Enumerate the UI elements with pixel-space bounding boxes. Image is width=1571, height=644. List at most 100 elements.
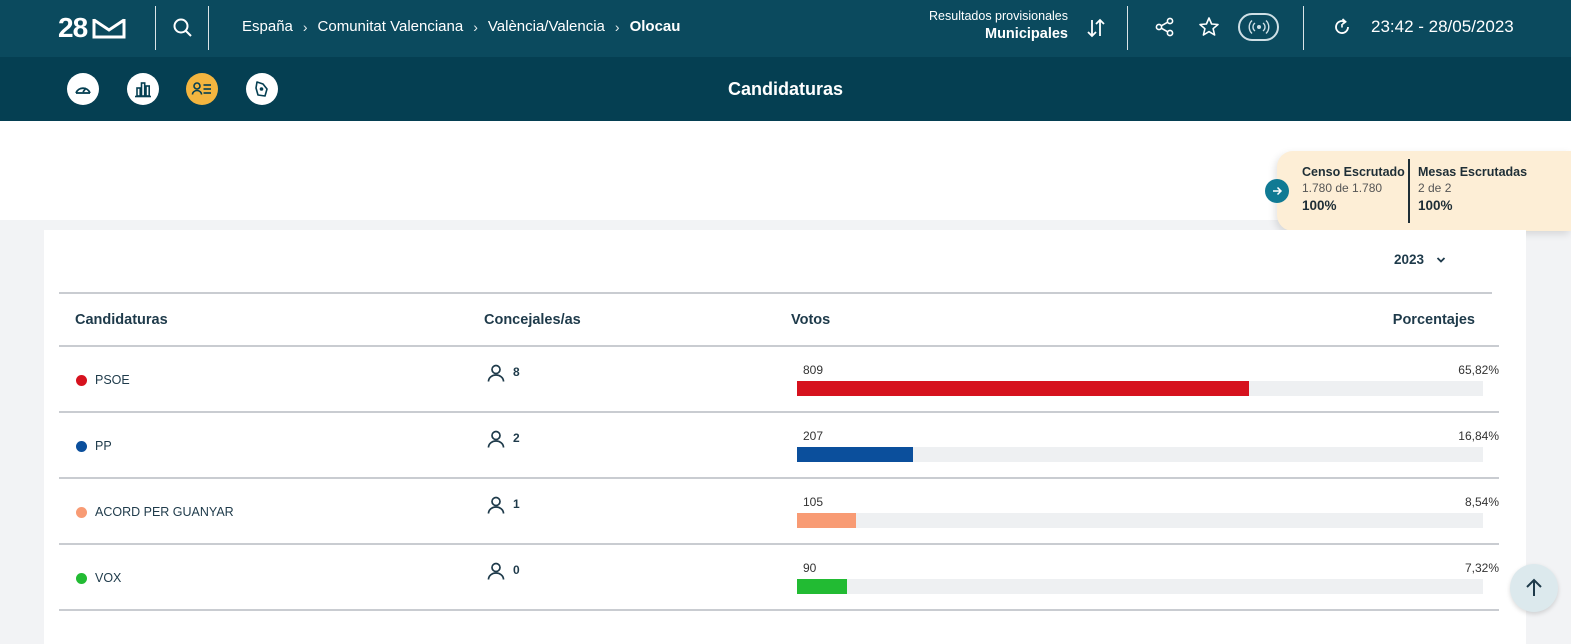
votes-count: 105 [803,495,824,509]
vote-bar-track [797,579,1483,594]
column-header-votes: Votos [791,312,831,328]
party-color-dot [76,573,87,584]
candidates-card: 2023 Candidaturas Concejales/as Votos Po… [44,230,1526,644]
scroll-to-top-button[interactable] [1510,564,1558,612]
column-header-percent: Porcentajes [1392,312,1475,328]
nav-results-chart[interactable] [127,73,159,105]
collapse-summary-button[interactable] [1265,179,1289,203]
table-row: PP 2 207 16,84% [59,413,1499,479]
vote-percent: 8,54% [1464,495,1499,509]
candidates-icon [191,82,211,95]
nav-participation[interactable] [67,73,99,105]
vote-bar-fill [797,513,856,528]
party-color-dot [76,375,87,386]
vote-bar-fill [797,381,1249,396]
section-nav-bar: Candidaturas [0,57,1571,121]
vote-percent: 16,84% [1458,429,1499,443]
breadcrumb-item[interactable]: Comunitat Valenciana [317,18,464,35]
election-type[interactable]: Resultados provisionales Municipales [929,9,1068,42]
column-header-party: Candidaturas [75,312,168,328]
vote-bar-fill [797,579,848,594]
mesas-block: Mesas Escrutadas 2 de 2 100% [1418,165,1527,213]
share-icon[interactable] [1154,16,1176,38]
seats-count: 2 [513,431,520,445]
vote-bar-track [797,447,1483,462]
censo-detail: 1.780 de 1.780 [1302,181,1383,195]
header-rule [59,345,1499,347]
party-color-dot [76,507,87,518]
ballot-envelope-icon [92,18,126,39]
page-title: Candidaturas [727,79,844,99]
seats-count: 0 [513,563,520,577]
table-row: PSOE 8 809 65,82% [59,347,1499,413]
person-icon [487,562,505,580]
party-name: VOX [95,571,122,585]
logo-number: 28 [58,12,88,43]
table-top-rule [59,292,1492,294]
update-datetime: 23:42 - 28/05/2023 [1371,17,1514,36]
chevron-right-icon: › [473,18,478,35]
person-icon [487,430,505,448]
vote-bar-track [797,381,1483,396]
vote-percent: 65,82% [1458,363,1499,377]
person-icon [487,496,505,514]
censo-label: Censo Escrutado [1302,165,1405,179]
party-name: ACORD PER GUANYAR [95,505,234,519]
divider [155,6,156,50]
row-divider [59,609,1499,611]
top-bar: 28 España › Comunitat Valenciana › Valèn… [0,0,1571,57]
censo-block: Censo Escrutado 1.780 de 1.780 100% [1302,165,1405,213]
chevron-right-icon: › [614,18,620,35]
party-name: PSOE [95,373,130,387]
divider [1408,159,1410,223]
divider [1127,6,1128,50]
nav-candidates[interactable] [186,73,218,105]
star-icon[interactable] [1198,16,1220,38]
row-divider [59,477,1499,479]
live-toggle[interactable] [1238,13,1279,41]
gauge-icon [75,87,91,94]
arrow-up-icon [1526,578,1542,596]
breadcrumb-item[interactable]: España [242,18,293,35]
row-divider [59,543,1499,545]
mesas-label: Mesas Escrutadas [1418,165,1528,179]
votes-count: 207 [803,429,824,443]
arrow-right-icon [1273,186,1283,196]
votes-count: 90 [803,561,817,575]
person-icon [487,364,505,382]
column-header-seats: Concejales/as [484,312,581,328]
table-row: VOX 0 90 7,32% [59,545,1499,611]
swap-sort-icon[interactable] [1086,17,1106,39]
divider [1303,6,1304,50]
vote-bar-track [797,513,1483,528]
breadcrumb-item[interactable]: València/Valencia [487,18,605,35]
year-value: 2023 [1394,252,1425,267]
chevron-down-icon [1436,256,1446,263]
party-color-dot [76,441,87,452]
nav-map[interactable] [246,73,278,105]
seats-count: 8 [513,365,520,379]
map-icon [255,81,268,97]
seats-count: 1 [513,497,520,511]
vote-bar-fill [797,447,913,462]
table-row: ACORD PER GUANYAR 1 105 8,54% [59,479,1499,545]
mesas-percent: 100% [1418,198,1453,213]
logo[interactable]: 28 [58,12,127,44]
censo-percent: 100% [1302,198,1337,213]
bar-chart-icon [135,82,151,98]
refresh-icon[interactable] [1332,17,1352,37]
scrutiny-summary: Censo Escrutado 1.780 de 1.780 100% Mesa… [1265,151,1571,231]
mesas-detail: 2 de 2 [1418,181,1452,195]
breadcrumb: España › Comunitat Valenciana › València… [242,18,680,35]
broadcast-icon [1248,19,1269,35]
year-selector[interactable]: 2023 [1394,252,1446,267]
party-name: PP [95,439,112,453]
chevron-right-icon: › [302,18,308,35]
row-divider [59,411,1499,413]
results-subtitle: Resultados provisionales [929,9,1068,23]
divider [208,6,209,50]
search-icon[interactable] [172,17,194,39]
results-title: Municipales [985,26,1068,42]
votes-count: 809 [803,363,824,377]
vote-percent: 7,32% [1464,561,1499,575]
